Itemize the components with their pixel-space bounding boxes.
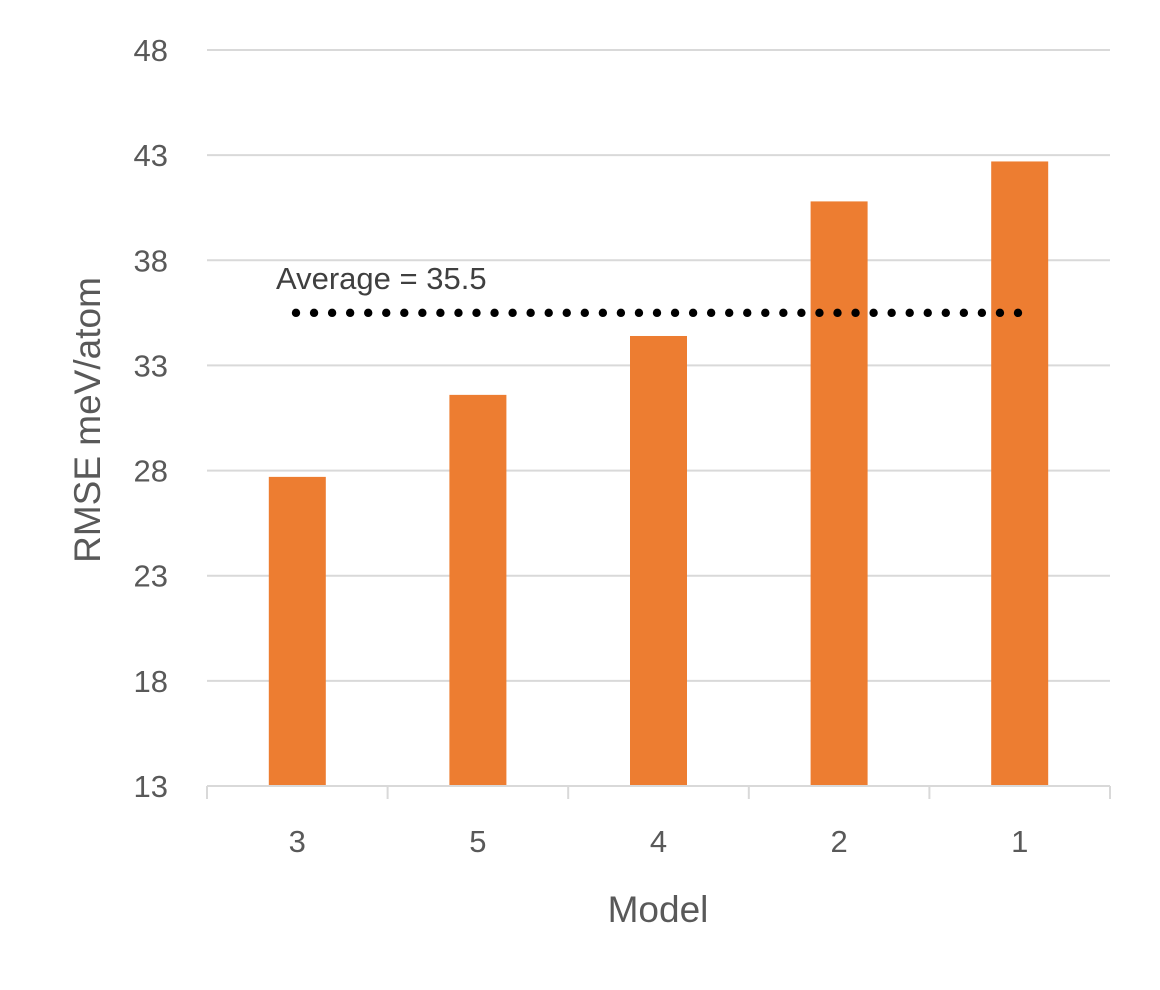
bar-model-5 [449,394,507,786]
average-line-dot [869,308,878,318]
y-tick-label: 43 [134,138,168,173]
average-line-dot [923,308,932,318]
x-axis [206,785,1111,799]
average-line-dot [887,308,896,318]
x-tick-label: 4 [650,824,667,859]
x-tick-label: 1 [1011,824,1028,859]
average-line-dot [291,308,301,318]
x-tick-label: 2 [830,824,847,859]
average-line-dot [761,308,770,318]
average-line-dot [815,308,824,318]
average-line-dot [400,308,409,318]
x-tick-label: 3 [289,824,306,859]
average-line-dot [688,308,698,318]
average-line-dot [490,308,499,318]
average-line-dot [309,308,319,318]
average-line-dot [345,308,355,318]
average-line-dot [580,308,589,318]
bar-model-1 [991,161,1049,787]
average-line-dot [1013,308,1023,318]
average-line-dot [327,308,337,318]
average-line-dot [562,308,571,318]
average-line-dot [598,308,608,318]
bar-model-2 [810,201,868,787]
bar-model-3 [268,476,326,786]
average-line-dot [959,308,969,318]
average-line-dot [526,308,535,318]
bars [268,161,1049,787]
average-reference: Average = 35.5 [276,261,1023,318]
average-line-dot [454,308,463,318]
bar-model-4 [630,335,687,786]
x-tick-labels: 3 5 4 2 1 [289,824,1029,859]
x-axis-title: Model [608,889,709,930]
average-line-dot [472,308,481,318]
average-line-dot [779,308,788,318]
y-tick-label: 48 [134,33,168,68]
y-axis-title: RMSE meV/atom [67,277,108,563]
average-line-dot [725,308,734,318]
average-line-dot [905,308,914,318]
average-line-dot [634,308,644,318]
average-line-dot [941,308,950,318]
average-line-dot [995,308,1005,318]
average-line-dot [382,308,391,318]
average-annotation: Average = 35.5 [276,261,487,296]
x-tick-label: 5 [469,824,486,859]
average-line-dot [436,308,445,318]
average-line-dot [977,308,987,318]
y-tick-label: 23 [134,559,168,594]
y-tick-labels: 13 18 23 28 33 38 43 48 [134,33,168,804]
y-tick-label: 38 [134,243,168,278]
average-line-dot [743,308,752,318]
average-line-dot [670,308,680,318]
average-line-dot [508,308,517,318]
average-line-dot [616,308,626,318]
average-line-dot [833,308,842,318]
y-tick-label: 13 [134,769,168,804]
y-tick-label: 28 [134,454,168,489]
y-tick-label: 33 [134,348,168,383]
average-line-dot [418,308,427,318]
average-line-dot [364,308,373,318]
average-line-dot [652,308,662,318]
average-line-dot [544,308,553,318]
average-line-dot [706,308,716,318]
y-tick-label: 18 [134,664,168,699]
average-line-dot [851,308,860,318]
average-line-dot [797,308,806,318]
